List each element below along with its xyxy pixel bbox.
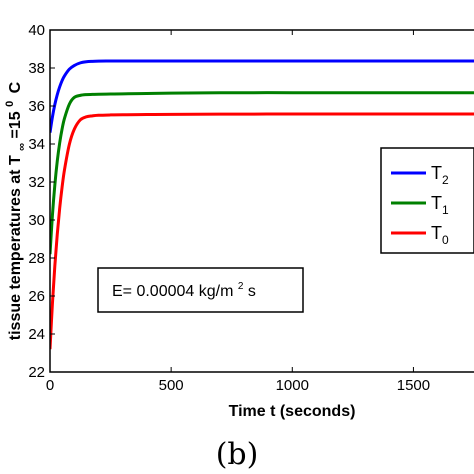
series-line-T1: [50, 91, 474, 255]
y-axis-title-sub: ∞: [16, 143, 28, 151]
legend-label-base: T: [431, 163, 442, 183]
x-tick-label: 500: [159, 377, 184, 394]
plot-frame: [49, 29, 474, 373]
y-axis-title-unit: C: [7, 81, 24, 93]
series-line-T0: [50, 112, 474, 350]
ticks-layer: 0 500 1000 1500 22 24 26 28 30 32 34 36 38 40: [28, 22, 430, 394]
legend-label: T1: [431, 193, 449, 217]
series-layer: [50, 59, 474, 350]
y-axis-title-sup: 0: [4, 101, 16, 107]
legend-label-base: T: [431, 193, 442, 213]
y-tick-label: 32: [28, 174, 45, 191]
y-tick-label: 30: [28, 212, 45, 229]
legend-label-sub: 1: [442, 203, 449, 217]
y-axis-title-eq: =15: [7, 111, 24, 138]
series-line-T2: [50, 59, 474, 133]
legend-label-sub: 2: [442, 173, 449, 187]
annotation-text: E= 0.00004 kg/m 2 s: [112, 276, 256, 300]
y-tick-label: 24: [28, 326, 45, 343]
legend-label: T2: [431, 163, 449, 187]
y-tick-label: 28: [28, 250, 45, 267]
figure-caption: (b): [216, 437, 259, 472]
x-axis-title: Time t (seconds): [229, 403, 356, 420]
legend-label-sub: 0: [442, 233, 449, 247]
y-axis-title-prefix: tissue temperatures at T: [7, 155, 24, 340]
x-tick-label: 0: [46, 377, 54, 394]
y-tick-label: 22: [28, 364, 45, 381]
y-tick-label: 38: [28, 60, 45, 77]
annotation-box: E= 0.00004 kg/m 2 s: [97, 267, 304, 313]
y-axis-title: tissue temperatures at T ∞ =15 0 C: [0, 81, 29, 340]
annotation-frame: [97, 267, 304, 313]
y-tick-label: 34: [28, 136, 45, 153]
legend-box: [380, 147, 474, 254]
y-tick-label: 40: [28, 22, 45, 39]
y-tick-label: 26: [28, 288, 45, 305]
annotation-prefix: E= 0.00004 kg/m: [112, 283, 233, 300]
legend-label-base: T: [431, 223, 442, 243]
x-tick-label: 1500: [397, 377, 430, 394]
annotation-suffix: s: [248, 283, 256, 300]
x-tick-label: 1000: [276, 377, 309, 394]
y-tick-label: 36: [28, 98, 45, 115]
annotation-sup: 2: [238, 281, 244, 292]
legend-label: T0: [431, 223, 449, 247]
